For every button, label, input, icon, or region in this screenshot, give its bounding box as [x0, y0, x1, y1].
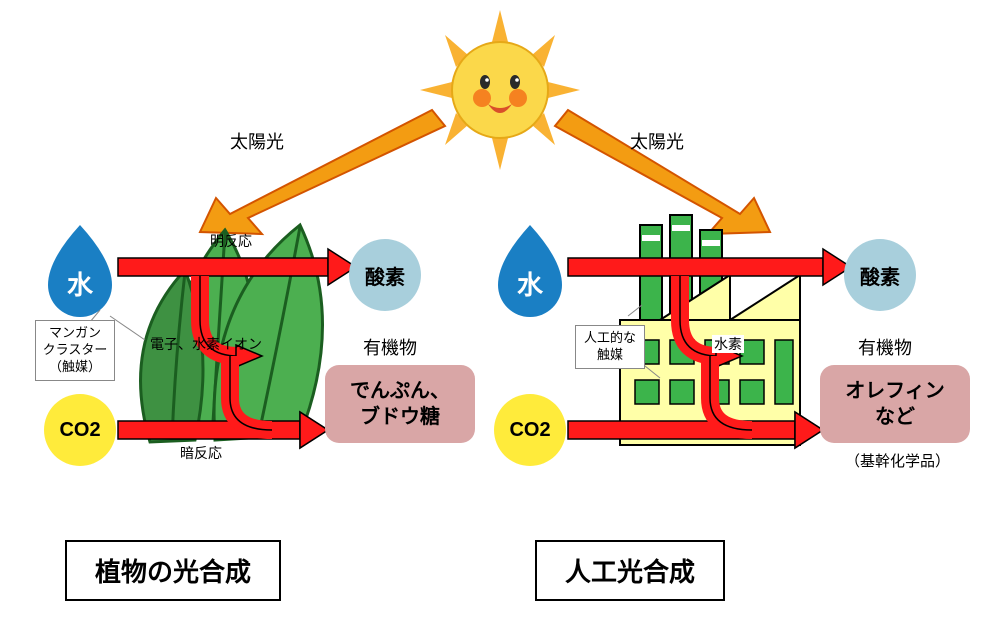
sun-icon [420, 10, 580, 170]
water-label-right: 水 [517, 265, 543, 302]
water-label-left: 水 [67, 265, 93, 302]
leaf-icon [141, 225, 323, 442]
callout-catalyst: 人工的な 触媒 [575, 325, 645, 369]
organic-label-left: 有機物 [363, 334, 417, 360]
sunlight-label-left: 太陽光 [230, 128, 284, 154]
product-box-right: オレフィン など [820, 365, 970, 443]
co2-label-left: CO2 [59, 419, 100, 442]
oxygen-node-left: 酸素 [349, 239, 421, 311]
factory-icon [620, 215, 800, 445]
organic-label-right: 有機物 [858, 334, 912, 360]
water-node-right: 水 [494, 247, 566, 319]
oxygen-label-right: 酸素 [860, 261, 900, 290]
co2-node-left: CO2 [44, 394, 116, 466]
hydrogen-label: 水素 [712, 335, 744, 353]
light-reaction-label: 明反応 [210, 232, 252, 250]
subnote-right: （基幹化学品） [845, 452, 950, 472]
title-right: 人工光合成 [535, 540, 725, 601]
water-node-left: 水 [44, 247, 116, 319]
product-box-left: でんぷん、 ブドウ糖 [325, 365, 475, 443]
electron-label: 電子、水素イオン [150, 335, 262, 353]
sunlight-label-right: 太陽光 [630, 128, 684, 154]
diagram-svg [0, 0, 1000, 628]
product-text-right: オレフィン など [845, 378, 945, 430]
title-left: 植物の光合成 [65, 540, 281, 601]
oxygen-node-right: 酸素 [844, 239, 916, 311]
product-text-left: でんぷん、 ブドウ糖 [350, 378, 450, 430]
co2-node-right: CO2 [494, 394, 566, 466]
dark-reaction-label: 暗反応 [180, 444, 222, 462]
callout-manganese: マンガン クラスター （触媒） [35, 320, 115, 381]
co2-label-right: CO2 [509, 419, 550, 442]
oxygen-label-left: 酸素 [365, 261, 405, 290]
